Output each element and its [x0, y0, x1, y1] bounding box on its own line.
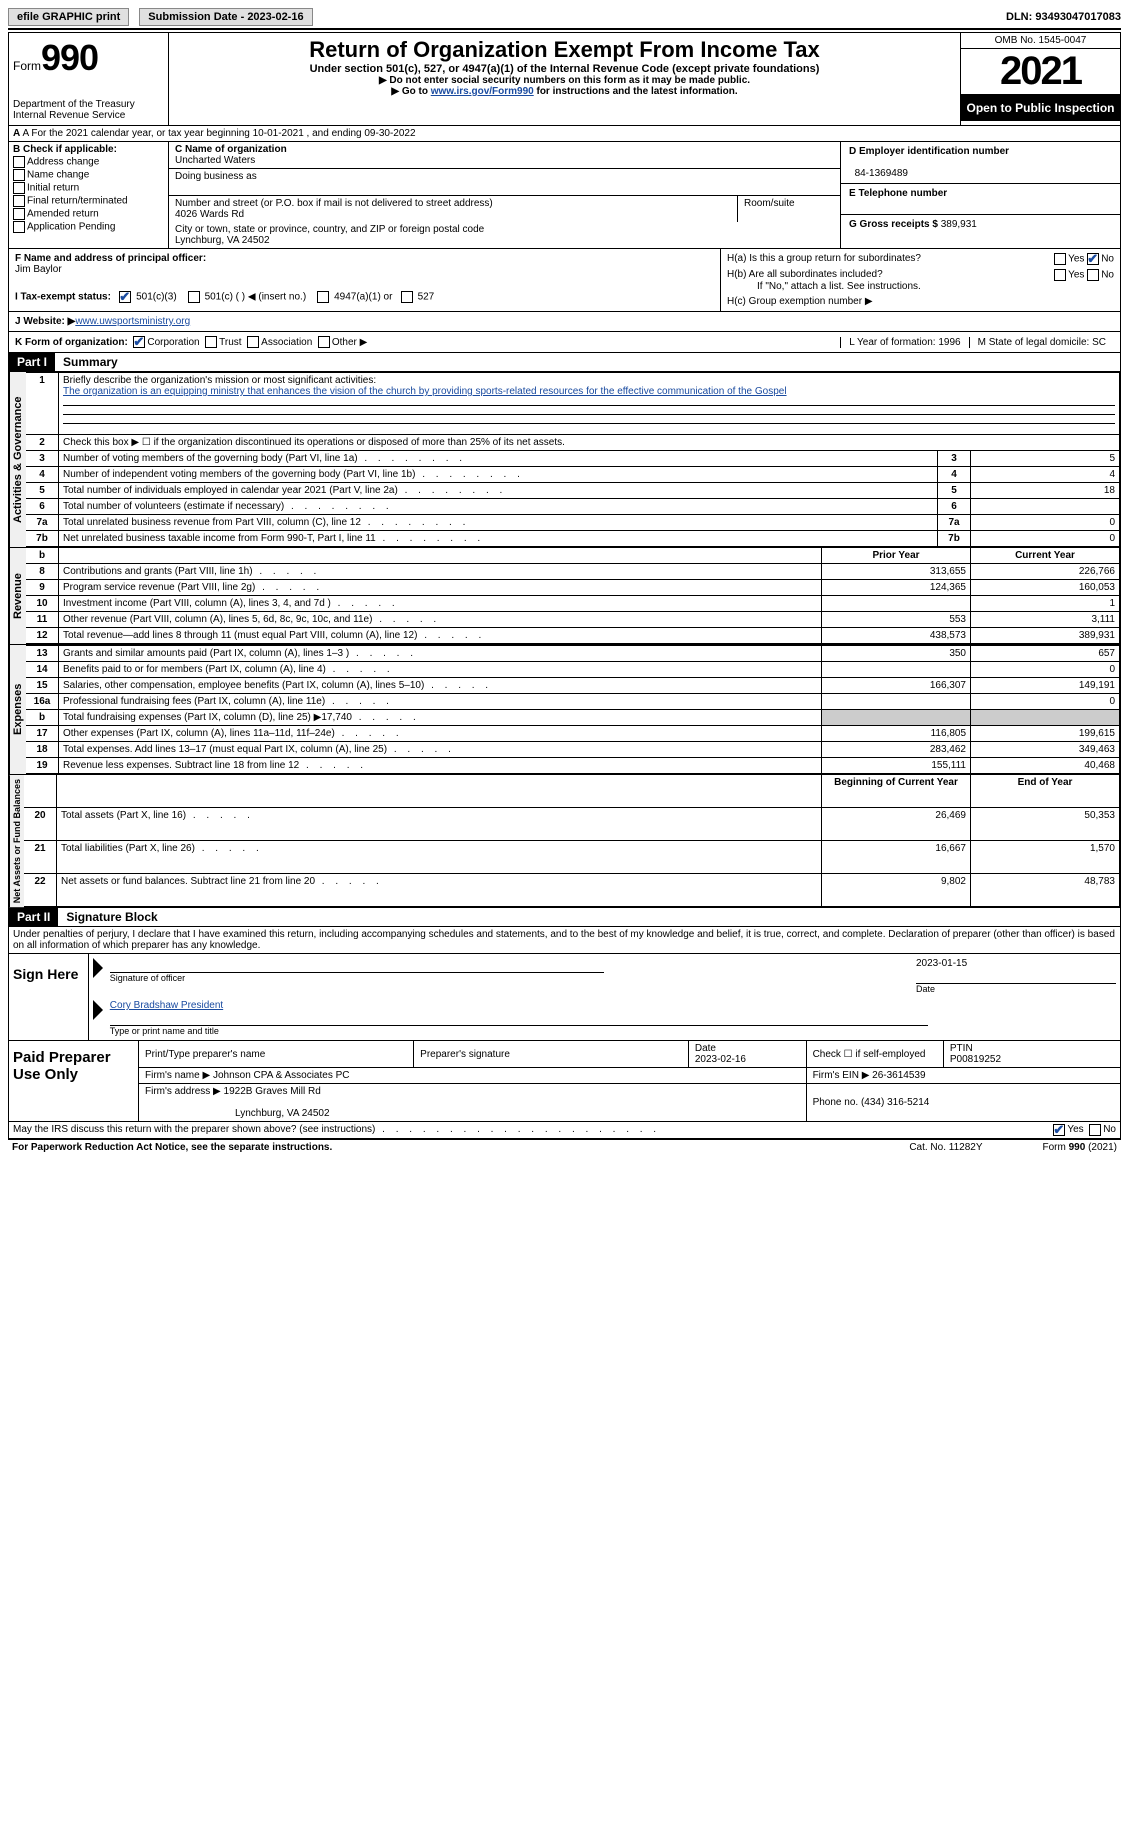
- irs-link[interactable]: www.irs.gov/Form990: [431, 86, 534, 97]
- form-ref: Form 990 (2021): [1043, 1142, 1117, 1153]
- cb-corp[interactable]: [133, 336, 145, 348]
- cb-501c[interactable]: [188, 291, 200, 303]
- perjury-text: Under penalties of perjury, I declare th…: [8, 927, 1121, 954]
- org-name: Uncharted Waters: [175, 155, 255, 166]
- sig-date: 2023-01-15: [916, 958, 967, 969]
- vert-activities: Activities & Governance: [9, 372, 26, 547]
- vert-netassets: Net Assets or Fund Balances: [9, 775, 24, 907]
- website-link[interactable]: www.uwsportsministry.org: [75, 316, 190, 327]
- officer-sign-name: Cory Bradshaw President: [110, 1000, 223, 1011]
- irs-yes[interactable]: [1053, 1124, 1065, 1136]
- ein: 84-1369489: [855, 168, 908, 179]
- cb-name-change[interactable]: [13, 169, 25, 181]
- omb-number: OMB No. 1545-0047: [961, 33, 1120, 49]
- form-subtitle: Under section 501(c), 527, or 4947(a)(1)…: [173, 63, 956, 75]
- col-b-checkboxes: B Check if applicable: Address change Na…: [9, 142, 169, 248]
- col-d-ein: D Employer identification number 84-1369…: [840, 142, 1120, 248]
- form-header: Form990 Department of the Treasury Inter…: [8, 32, 1121, 126]
- mission-text: The organization is an equipping ministr…: [63, 386, 787, 397]
- firm-addr: 1922B Graves Mill Rd: [224, 1086, 321, 1097]
- firm-name: Johnson CPA & Associates PC: [213, 1070, 350, 1081]
- sign-here-block: Sign Here Signature of officer 2023-01-1…: [8, 954, 1121, 1041]
- dln: DLN: 93493047017083: [1006, 11, 1121, 23]
- cb-final-return[interactable]: [13, 195, 25, 207]
- arrow-icon: [93, 1000, 103, 1020]
- section-bcd: B Check if applicable: Address change Na…: [8, 142, 1121, 249]
- year-formation: L Year of formation: 1996: [840, 337, 968, 348]
- row-j: J Website: ▶ www.uwsportsministry.org: [8, 312, 1121, 332]
- page-footer: For Paperwork Reduction Act Notice, see …: [8, 1139, 1121, 1155]
- cb-527[interactable]: [401, 291, 413, 303]
- cb-501c3[interactable]: [119, 291, 131, 303]
- cb-4947[interactable]: [317, 291, 329, 303]
- hb-yes[interactable]: [1054, 269, 1066, 281]
- gross-receipts: 389,931: [941, 219, 977, 230]
- ssn-note: ▶ Do not enter social security numbers o…: [173, 75, 956, 86]
- tax-year: 2021: [961, 49, 1120, 95]
- irs-no[interactable]: [1089, 1124, 1101, 1136]
- cb-pending[interactable]: [13, 221, 25, 233]
- cb-trust[interactable]: [205, 336, 217, 348]
- row-a: A A For the 2021 calendar year, or tax y…: [8, 126, 1121, 142]
- org-city: Lynchburg, VA 24502: [175, 235, 270, 246]
- summary-rev: b Prior Year Current Year 8Contributions…: [26, 548, 1120, 644]
- open-to-public: Open to Public Inspection: [961, 95, 1120, 121]
- form-number: Form990: [13, 37, 164, 79]
- vert-expenses: Expenses: [9, 645, 26, 774]
- cat-no: Cat. No. 11282Y: [909, 1142, 982, 1153]
- paid-preparer-block: Paid Preparer Use Only Print/Type prepar…: [8, 1041, 1121, 1122]
- dept-label: Department of the Treasury Internal Reve…: [13, 99, 164, 121]
- ha-yes[interactable]: [1054, 253, 1066, 265]
- form-title: Return of Organization Exempt From Incom…: [173, 37, 956, 63]
- submission-date: Submission Date - 2023-02-16: [139, 8, 312, 26]
- arrow-icon: [93, 958, 103, 978]
- org-address: 4026 Wards Rd: [175, 209, 244, 220]
- part1-title: Summary: [55, 355, 118, 369]
- cb-amended[interactable]: [13, 208, 25, 220]
- top-bar: efile GRAPHIC print Submission Date - 20…: [8, 8, 1121, 30]
- row-fh: F Name and address of principal officer:…: [8, 249, 1121, 312]
- hb-no[interactable]: [1087, 269, 1099, 281]
- row-k: K Form of organization: Corporation Trus…: [8, 332, 1121, 353]
- cb-other[interactable]: [318, 336, 330, 348]
- ptin: P00819252: [950, 1054, 1001, 1065]
- summary-exp: 13Grants and similar amounts paid (Part …: [26, 645, 1120, 774]
- part1-header: Part I: [9, 353, 55, 371]
- vert-revenue: Revenue: [9, 548, 26, 644]
- summary-net: Beginning of Current Year End of Year 20…: [24, 775, 1120, 907]
- officer-name: Jim Baylor: [15, 264, 62, 275]
- part2-header: Part II: [9, 908, 58, 926]
- cb-address-change[interactable]: [13, 156, 25, 168]
- part2-title: Signature Block: [58, 910, 157, 924]
- cb-initial-return[interactable]: [13, 182, 25, 194]
- firm-phone: (434) 316-5214: [861, 1097, 929, 1108]
- summary-ag: 1 Briefly describe the organization's mi…: [26, 372, 1120, 547]
- cb-assoc[interactable]: [247, 336, 259, 348]
- irs-discuss-row: May the IRS discuss this return with the…: [8, 1122, 1121, 1139]
- state-domicile: M State of legal domicile: SC: [969, 337, 1114, 348]
- col-c-org-info: C Name of organization Uncharted Waters …: [169, 142, 840, 248]
- firm-ein: 26-3614539: [872, 1070, 925, 1081]
- ha-no[interactable]: [1087, 253, 1099, 265]
- goto-note: ▶ Go to www.irs.gov/Form990 for instruct…: [173, 86, 956, 97]
- efile-button[interactable]: efile GRAPHIC print: [8, 8, 129, 26]
